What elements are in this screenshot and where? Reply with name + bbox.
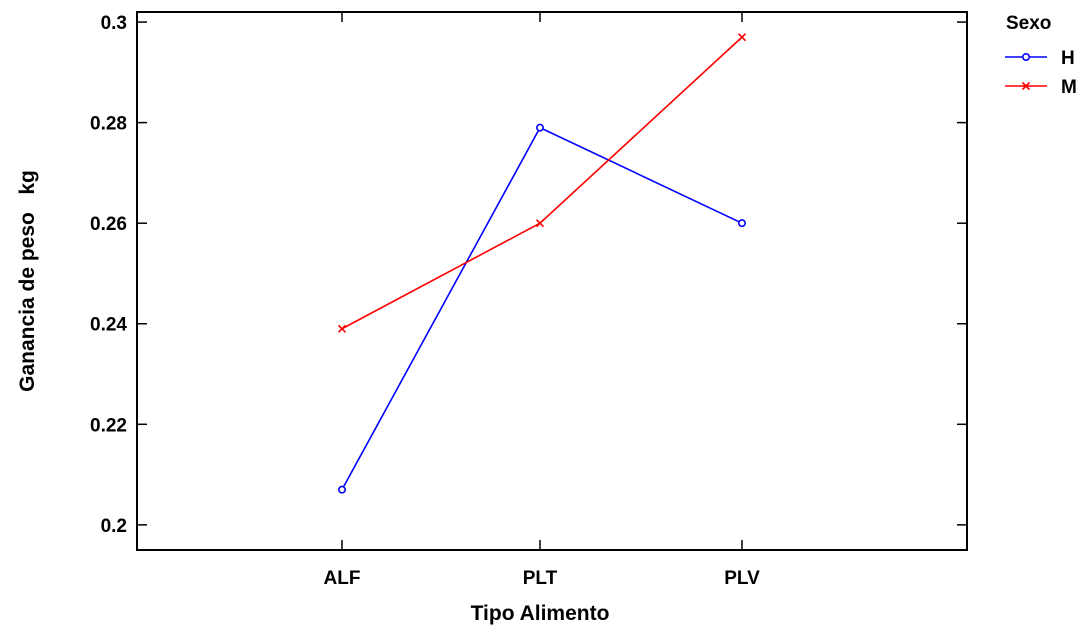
data-point-M [337, 324, 347, 333]
y-tick-label: 0.24 [90, 315, 127, 336]
data-point-H [535, 123, 544, 132]
y-tick-label: 0.28 [90, 114, 127, 135]
legend-marker [1021, 52, 1030, 61]
y-tick-label: 0.3 [101, 13, 127, 34]
x-axis: ALF PLT PLV [324, 12, 760, 589]
series-line-M [341, 36, 743, 330]
legend-title: Sexo [1006, 13, 1051, 34]
x-tick-label: PLV [724, 568, 760, 589]
y-tick-label: 0.22 [90, 415, 127, 436]
y-tick-label: 0.2 [101, 516, 127, 537]
x-tick-label: ALF [324, 568, 361, 589]
plot-frame [136, 11, 968, 551]
legend-label: M [1061, 77, 1077, 98]
data-point-M [535, 219, 545, 228]
legend-item-H: H [1005, 48, 1075, 69]
x-axis-title: Tipo Alimento [471, 602, 610, 625]
series-M [337, 33, 747, 333]
legend-label: H [1061, 48, 1075, 69]
legend-marker [1021, 81, 1031, 91]
data-point-H [337, 485, 346, 494]
data-point-H [737, 219, 746, 228]
legend: Sexo HM [1005, 13, 1077, 98]
series-H [337, 123, 746, 494]
legend-item-M: M [1005, 77, 1077, 98]
y-tick-label: 0.26 [90, 214, 127, 235]
series-line-H [341, 126, 743, 491]
data-point-M [737, 33, 747, 42]
series-group [337, 33, 747, 494]
x-tick-label: PLT [523, 568, 558, 589]
y-axis-title: Ganancia de peso kg [16, 170, 39, 392]
y-axis: 0.2 0.22 0.24 0.26 0.28 0.3 [90, 13, 967, 537]
